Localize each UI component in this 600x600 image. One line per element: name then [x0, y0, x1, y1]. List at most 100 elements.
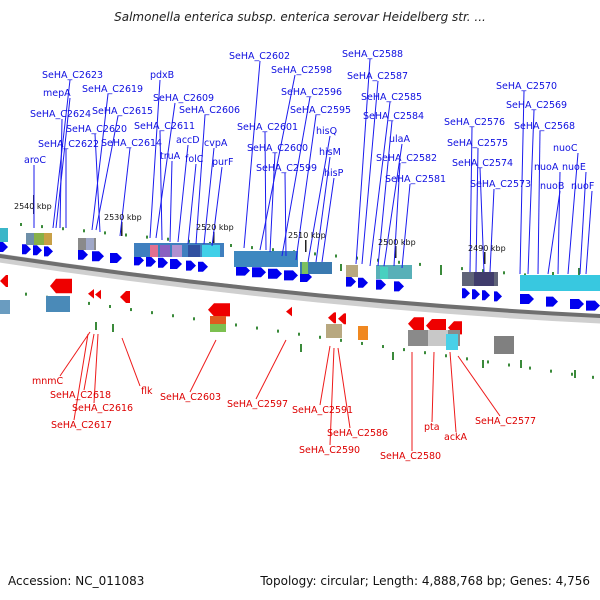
scale-tick	[121, 222, 123, 236]
tick-dash	[104, 231, 106, 235]
rna-tick	[95, 322, 97, 330]
gene-label: cvpA	[204, 138, 228, 149]
gene-label: SeHA_C2620	[66, 124, 127, 135]
gene-label: nuoF	[571, 181, 594, 192]
rna-tick	[482, 360, 484, 368]
forward-gene-arrow	[110, 253, 122, 263]
gene-label: SeHA_C2575	[447, 138, 508, 149]
backbone-shadow	[0, 253, 600, 324]
scale-label: 2490 kbp	[468, 244, 506, 253]
tick-dash	[592, 375, 594, 379]
gene-label: SeHA_C2619	[82, 84, 143, 95]
gene-label: SeHA_C2580	[380, 451, 441, 462]
forward-gene-arrow	[236, 265, 250, 276]
tick-dash	[424, 351, 426, 355]
leader-line	[337, 347, 351, 429]
forward-gene-arrow	[186, 260, 196, 271]
map-title: Salmonella enterica subsp. enterica sero…	[114, 10, 486, 24]
forward-gene-arrow	[376, 279, 386, 290]
tick-dash	[256, 326, 258, 330]
scale-tick	[305, 240, 307, 252]
feature-block	[302, 262, 308, 274]
leader-line	[585, 190, 593, 275]
forward-gene-arrow	[22, 244, 31, 255]
feature-block	[210, 316, 226, 324]
leader-line	[91, 93, 109, 231]
gene-label: SeHA_C2603	[160, 392, 221, 403]
feature-block	[446, 334, 458, 350]
gene-label: SeHA_C2582	[376, 153, 437, 164]
tick-dash	[487, 360, 489, 364]
forward-gene-arrow	[394, 281, 404, 292]
forward-gene-arrow	[570, 299, 584, 309]
gene-label: SeHA_C2601	[237, 122, 298, 133]
feature-block	[494, 336, 514, 354]
reverse-gene-arrow	[286, 306, 292, 317]
leader-line	[211, 166, 223, 247]
leader-line	[269, 152, 276, 253]
tick-dash	[167, 237, 169, 241]
gene-label: hisQ	[316, 126, 337, 137]
gene-label: nuoB	[540, 181, 564, 192]
tick-dash	[529, 366, 531, 370]
reverse-gene-labels: mnmC SeHA_C2618 SeHA_C2616 SeHA_C2617 fl…	[32, 376, 536, 462]
tick-dash	[83, 229, 85, 233]
forward-gene-labels: SeHA_C2623 mepA SeHA_C2624 SeHA_C2622 ar…	[24, 49, 594, 192]
forward-gene-arrow	[158, 257, 168, 268]
gene-label: SeHA_C2570	[496, 81, 557, 92]
gene-label: SeHA_C2584	[363, 111, 424, 122]
leader-line	[149, 79, 161, 239]
gene-label: SeHA_C2577	[475, 416, 536, 427]
gene-label: SeHA_C2599	[256, 163, 317, 174]
gene-label: nuoC	[553, 143, 578, 154]
tick-dash	[398, 260, 400, 264]
reverse-gene-arrow	[50, 278, 72, 294]
reverse-gene-arrow	[338, 313, 346, 325]
forward-gene-arrow	[482, 290, 490, 301]
forward-gene-arrow	[134, 255, 144, 266]
leader-line	[121, 337, 141, 387]
leader-line	[59, 118, 63, 229]
tick-dash	[41, 225, 43, 229]
tick-dash	[377, 258, 379, 262]
gene-label: SeHA_C2573	[470, 179, 531, 190]
tick-dash	[272, 248, 274, 252]
leader-line	[519, 90, 525, 275]
forward-gene-arrow	[284, 270, 298, 281]
tick-dash	[62, 227, 64, 231]
tick-dash	[319, 335, 321, 339]
gene-label: mepA	[43, 88, 71, 99]
leader-line	[243, 60, 261, 249]
leader-line	[489, 188, 495, 273]
reverse-gene-arrow	[208, 303, 230, 317]
tick-dash	[461, 267, 463, 271]
leader-line	[189, 339, 217, 393]
gene-label: SeHA_C2614	[101, 138, 162, 149]
tick-dash	[125, 233, 127, 237]
forward-gene-arrow	[494, 291, 502, 302]
leader-line	[369, 101, 391, 267]
scale-label: 2530 kbp	[104, 213, 142, 222]
feature-block	[210, 324, 226, 332]
feature-block	[380, 267, 388, 279]
scale-tick	[484, 252, 486, 264]
forward-gene-arrow	[268, 268, 282, 279]
leader-line	[119, 147, 131, 237]
leader-line	[177, 144, 189, 243]
tick-dash	[235, 323, 237, 327]
backbone-arc	[0, 253, 600, 319]
forward-gene-arrow	[358, 277, 368, 288]
tick-dash	[508, 363, 510, 367]
feature-block	[234, 251, 298, 267]
gene-label: purF	[212, 157, 233, 168]
genome-summary-text: Topology: circular; Length: 4,888,768 bp…	[260, 574, 590, 588]
forward-gene-arrow	[0, 242, 8, 252]
leader-line	[547, 190, 561, 275]
reverse-gene-arrow	[328, 312, 336, 324]
leader-line	[264, 131, 267, 251]
leader-line	[377, 120, 393, 267]
gene-label: hisM	[319, 147, 341, 158]
feature-block	[202, 245, 220, 257]
gene-label: SeHA_C2611	[134, 121, 195, 132]
